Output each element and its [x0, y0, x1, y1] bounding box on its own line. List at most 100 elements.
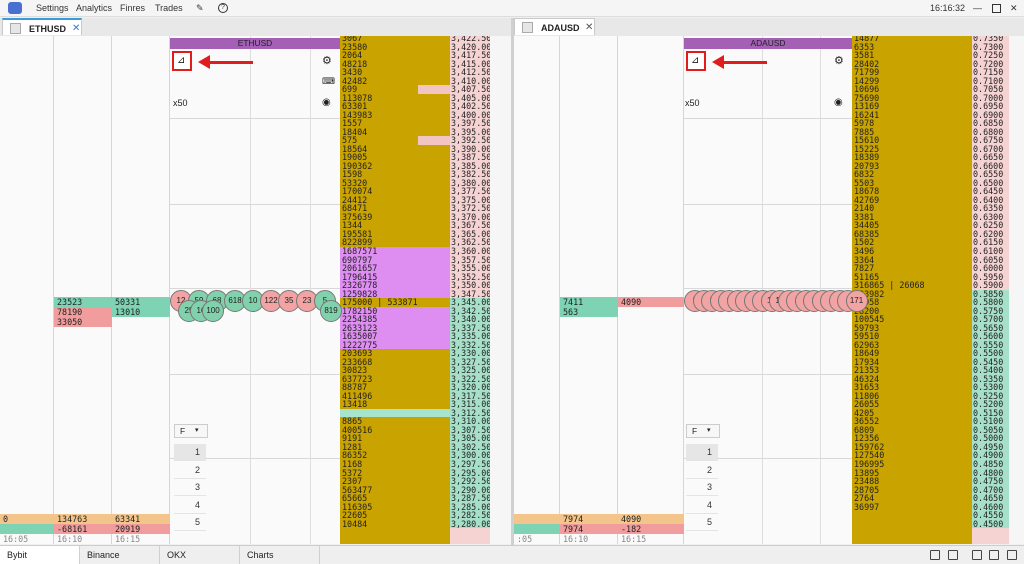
price-row: 0.7350 [972, 36, 1012, 43]
price-row: 3,367.50 [450, 220, 492, 231]
price-row: 3,405.00 [450, 92, 492, 103]
footer-value: 7974 [560, 514, 618, 524]
menu-finres[interactable]: Finres [120, 3, 146, 13]
chart-toggle-button[interactable]: ⊿ [686, 51, 706, 71]
level-item-5[interactable]: 5 [686, 514, 718, 531]
menu-analytics[interactable]: Analytics [76, 3, 113, 13]
volume-row: 11806 [854, 390, 880, 401]
volume-row: 6832 [854, 169, 875, 180]
level-item-5[interactable]: 5 [174, 514, 206, 531]
tab-adausd[interactable]: ADAUSD ✕ [514, 18, 595, 35]
price-row: 0.7050 [972, 85, 1012, 94]
price-row: 0.5350 [972, 375, 1012, 384]
tab-icon [522, 22, 533, 33]
trades-col-3 [618, 36, 684, 544]
volume-row: 411496 [342, 390, 373, 401]
price-row: 3,327.50 [450, 356, 492, 367]
divider [170, 204, 340, 205]
tab-charts[interactable]: Charts [240, 546, 320, 564]
filter-select[interactable]: F ▾ [174, 424, 208, 438]
gear-icon[interactable]: ⚙ [322, 55, 332, 67]
level-item-3[interactable]: 3 [174, 479, 206, 496]
close-window-icon[interactable]: ✕ [1010, 3, 1018, 13]
price-row: 0.4750 [972, 477, 1012, 486]
menu-trades[interactable]: Trades [155, 3, 183, 13]
price-row: 0.7300 [972, 43, 1012, 52]
app-logo [8, 2, 22, 14]
price-row: 3,282.50 [450, 510, 492, 521]
footer-value [0, 524, 54, 534]
volume-row: 18649 [854, 348, 880, 359]
price-row: 0.6650 [972, 153, 1012, 162]
volume-row: 51165 [854, 271, 880, 282]
trade-bubble: 819 [320, 300, 342, 322]
trade-cell: 7411 [560, 297, 618, 307]
divider [684, 458, 852, 459]
gear-icon[interactable]: ⚙ [834, 55, 844, 67]
list-icon[interactable] [1007, 550, 1017, 560]
price-row: 3,355.00 [450, 263, 492, 274]
panel-separator[interactable] [511, 18, 514, 545]
filter-select[interactable]: F ▾ [686, 424, 720, 438]
volume-row: 690797 [340, 256, 450, 265]
layout-icon[interactable] [930, 550, 940, 560]
volume-row: 14877 [854, 36, 880, 43]
price-row: 0.7100 [972, 77, 1012, 86]
volume-row: 1344 [342, 220, 363, 231]
tab-bybit[interactable]: Bybit [0, 546, 80, 564]
price-row: 3,317.50 [450, 390, 492, 401]
price-row: 0.5000 [972, 434, 1012, 443]
close-tab-icon[interactable]: ✕ [72, 23, 81, 34]
menu-settings[interactable]: Settings [36, 3, 69, 13]
keyboard-icon[interactable]: ⌨ [322, 76, 335, 86]
volume-row: 3496 [854, 246, 875, 256]
price-row: 0.5100 [972, 417, 1012, 426]
help-icon[interactable]: ? [218, 3, 228, 13]
volume-bar [418, 136, 450, 145]
level-item-3[interactable]: 3 [686, 479, 718, 496]
chart-icon[interactable] [989, 550, 999, 560]
footer-value: 4090 [618, 514, 684, 524]
volume-row: 1796415 [340, 273, 450, 282]
level-item-1[interactable]: 1 [686, 444, 718, 461]
footer-value: 63341 [112, 514, 170, 524]
chart-toggle-button[interactable]: ⊿ [172, 51, 192, 71]
tab-okx[interactable]: OKX [160, 546, 240, 564]
footer-value [514, 514, 560, 524]
price-row: 3,382.50 [450, 169, 492, 180]
annotation-arrow [719, 61, 767, 64]
price-row: 0.6850 [972, 119, 1012, 128]
price-row: 0.7150 [972, 68, 1012, 77]
trade-cell: 4090 [618, 297, 684, 307]
volume-column: 3067 23580 2064 48218 3430 42482 699 113078 6330… [340, 36, 450, 544]
level-item-4[interactable]: 4 [686, 496, 718, 514]
eye-icon[interactable]: ◉ [322, 97, 331, 108]
grid-icon[interactable] [972, 550, 982, 560]
tab-binance[interactable]: Binance [80, 546, 160, 564]
price-row: 0.7000 [972, 94, 1012, 103]
price-row: 3,390.00 [450, 143, 492, 154]
volume-row: 24412 [342, 194, 368, 205]
eye-icon[interactable]: ◉ [834, 97, 843, 108]
volume-row: 4205 [854, 407, 875, 418]
level-item-4[interactable]: 4 [174, 496, 206, 514]
price-row: 3,332.50 [450, 339, 492, 350]
refresh-icon[interactable] [948, 550, 958, 560]
mute-icon[interactable]: ✎ [196, 3, 204, 13]
price-row: 3,315.00 [450, 399, 492, 410]
volume-row: 88787 [342, 382, 368, 393]
price-row: 3,340.00 [450, 314, 492, 325]
level-item-1[interactable]: 1 [174, 444, 206, 461]
price-row: 0.6400 [972, 196, 1012, 205]
footer-value: 134763 [54, 514, 112, 524]
volume-row: 1687571 [340, 247, 450, 256]
level-item-2[interactable]: 2 [686, 461, 718, 479]
close-tab-icon[interactable]: ✕ [585, 22, 594, 33]
level-item-2[interactable]: 2 [174, 461, 206, 479]
volume-row: 23580 [342, 41, 368, 52]
tab-ethusd[interactable]: ETHUSD ✕ [2, 18, 82, 35]
maximize-icon[interactable] [992, 4, 1001, 13]
volume-row: 7827 [854, 263, 875, 274]
minimize-icon[interactable]: — [973, 3, 982, 13]
